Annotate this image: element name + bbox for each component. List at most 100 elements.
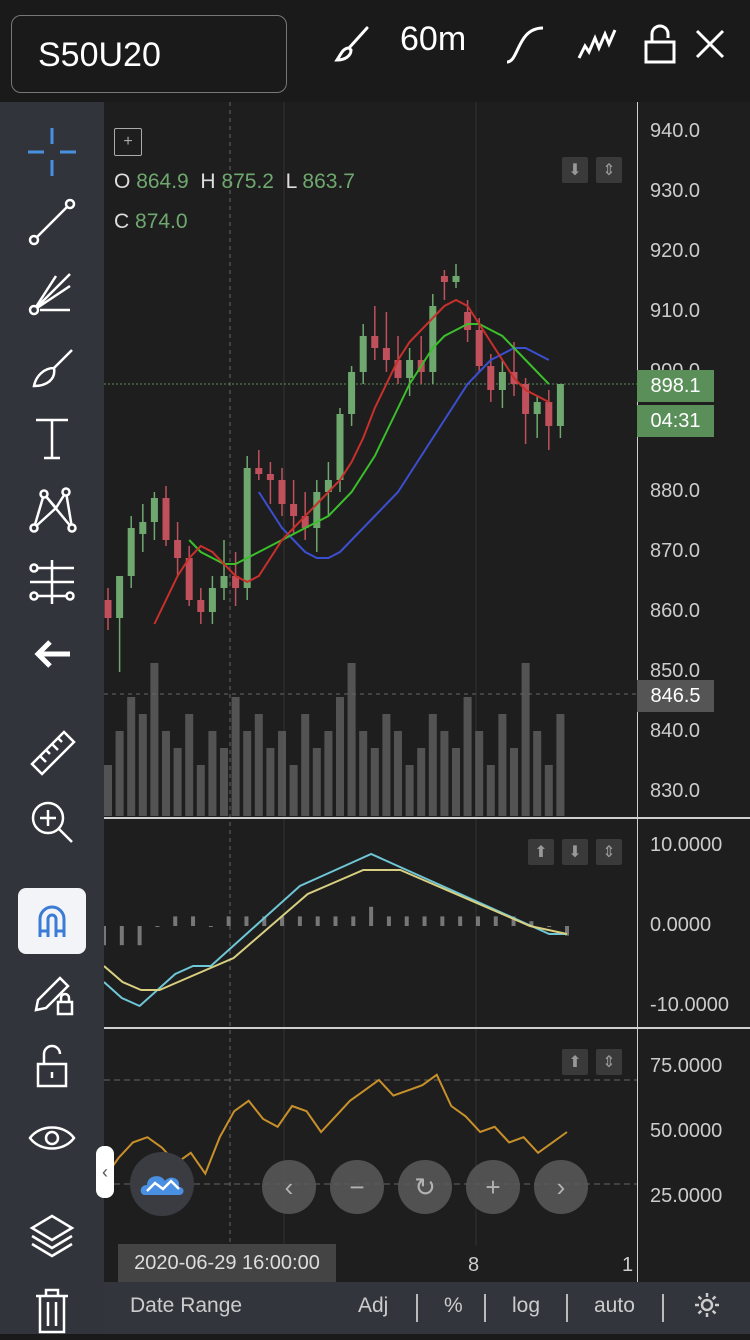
adj-button[interactable]: Adj bbox=[358, 1294, 389, 1317]
eye-icon[interactable] bbox=[18, 1108, 86, 1168]
low-value: 863.7 bbox=[302, 170, 355, 193]
candle-body bbox=[475, 330, 483, 366]
lock-icon[interactable] bbox=[640, 18, 680, 70]
volume-bar bbox=[382, 714, 391, 816]
macd-histogram-bar bbox=[493, 916, 498, 926]
pane-divider-macd[interactable] bbox=[104, 817, 750, 819]
candle-body bbox=[522, 384, 530, 414]
macd-histogram-bar bbox=[104, 926, 106, 946]
log-button[interactable]: log bbox=[512, 1294, 541, 1317]
macd-move-down-icon[interactable]: ⬇ bbox=[562, 839, 588, 865]
candle-body bbox=[104, 600, 112, 618]
candle-body bbox=[394, 360, 402, 378]
line-style-icon[interactable] bbox=[502, 18, 548, 70]
rsi-maximize-icon[interactable]: ⇕ bbox=[596, 1049, 622, 1075]
macd-histogram-bar bbox=[458, 916, 463, 926]
date-range-button[interactable]: Date Range bbox=[130, 1294, 243, 1317]
ohlc-row-2: C 874.0 bbox=[114, 210, 188, 234]
candle-body bbox=[487, 366, 495, 390]
pane-move-down-icon[interactable]: ⬇ bbox=[562, 157, 588, 183]
last-price-badge: 898.1 bbox=[637, 370, 714, 402]
prediction-icon[interactable] bbox=[18, 552, 86, 612]
macd-move-up-icon[interactable]: ⬆ bbox=[528, 839, 554, 865]
trash-icon[interactable] bbox=[18, 1280, 86, 1340]
candle-body bbox=[382, 348, 390, 360]
gann-fan-icon[interactable] bbox=[18, 262, 86, 322]
macd-maximize-icon[interactable]: ⇕ bbox=[596, 839, 622, 865]
zoom-in-icon[interactable] bbox=[18, 792, 86, 852]
separator bbox=[566, 1294, 568, 1322]
interval-selector[interactable]: 60m bbox=[400, 20, 467, 58]
pattern-icon[interactable] bbox=[18, 480, 86, 540]
symbol-selector[interactable]: S50U20 bbox=[11, 15, 287, 93]
macd-histogram-bar bbox=[244, 916, 249, 926]
volume-bar bbox=[173, 748, 182, 816]
crosshair-icon[interactable] bbox=[18, 122, 86, 182]
pane-divider-rsi[interactable] bbox=[104, 1027, 750, 1029]
candle-body bbox=[533, 402, 541, 414]
volume-bar bbox=[243, 731, 252, 816]
high-label: H bbox=[200, 170, 216, 193]
volume-bar bbox=[463, 697, 472, 816]
layers-icon[interactable] bbox=[18, 1206, 86, 1266]
scroll-left-icon[interactable]: ‹ bbox=[262, 1160, 316, 1214]
cloud-chart-logo-icon[interactable] bbox=[130, 1152, 194, 1216]
macd-histogram-bar bbox=[137, 926, 142, 946]
candle-body bbox=[452, 276, 460, 282]
volume-bar bbox=[417, 748, 426, 816]
macd-histogram-bar bbox=[297, 916, 302, 926]
macd-histogram-bar bbox=[529, 921, 534, 926]
candle-body bbox=[348, 372, 356, 414]
text-icon[interactable] bbox=[18, 408, 86, 468]
open-value: 864.9 bbox=[136, 170, 189, 193]
macd-histogram-bar bbox=[262, 916, 267, 926]
candle-body bbox=[301, 516, 309, 528]
price-axis-label: 940.0 bbox=[650, 120, 701, 142]
macd-histogram-bar bbox=[173, 916, 178, 926]
zoom-in-chart-icon[interactable]: + bbox=[466, 1160, 520, 1214]
brush-icon[interactable] bbox=[330, 18, 376, 70]
countdown-badge: 04:31 bbox=[637, 405, 714, 437]
low-label: L bbox=[285, 170, 297, 193]
gear-icon[interactable] bbox=[694, 1292, 720, 1324]
candle-body bbox=[498, 372, 506, 390]
volume-bar bbox=[556, 714, 565, 816]
indicators-icon[interactable] bbox=[574, 18, 620, 70]
scroll-right-icon[interactable]: › bbox=[534, 1160, 588, 1214]
volume-bar bbox=[475, 731, 484, 816]
open-label: O bbox=[114, 170, 131, 193]
candle-body bbox=[232, 576, 240, 588]
macd-histogram-bar bbox=[333, 916, 338, 926]
macd-axis-label: 10.0000 bbox=[650, 834, 723, 856]
collapse-toolbar-icon[interactable]: ‹ bbox=[96, 1146, 114, 1198]
close-icon[interactable] bbox=[690, 18, 730, 70]
candle-body bbox=[278, 480, 286, 504]
candle-body bbox=[116, 576, 124, 618]
trend-line-icon[interactable] bbox=[18, 192, 86, 252]
volume-bar bbox=[301, 714, 310, 816]
bottom-bar: Date Range Adj % log auto bbox=[104, 1282, 750, 1334]
brush-icon[interactable] bbox=[18, 336, 86, 396]
candle-body bbox=[545, 402, 553, 426]
candle-body bbox=[313, 492, 321, 528]
ruler-icon[interactable] bbox=[18, 722, 86, 782]
add-indicator-icon[interactable]: + bbox=[114, 128, 142, 156]
macd-axis-label: -10.0000 bbox=[650, 994, 729, 1016]
magnet-icon[interactable] bbox=[18, 888, 86, 954]
back-arrow-icon[interactable] bbox=[18, 624, 86, 684]
percent-button[interactable]: % bbox=[444, 1294, 463, 1317]
price-axis-label: 870.0 bbox=[650, 540, 701, 562]
auto-button[interactable]: auto bbox=[594, 1294, 635, 1317]
unlock-icon[interactable] bbox=[18, 1036, 86, 1096]
pane-maximize-icon[interactable]: ⇕ bbox=[596, 157, 622, 183]
candle-body bbox=[359, 336, 367, 372]
zoom-out-icon[interactable]: − bbox=[330, 1160, 384, 1214]
pencil-lock-icon[interactable] bbox=[18, 964, 86, 1024]
volume-bar bbox=[498, 714, 507, 816]
rsi-move-up-icon[interactable]: ⬆ bbox=[562, 1049, 588, 1075]
macd-histogram-bar bbox=[191, 916, 196, 926]
rsi-axis-label: 25.0000 bbox=[650, 1185, 723, 1207]
volume-bar bbox=[127, 697, 136, 816]
separator bbox=[484, 1294, 486, 1322]
reset-icon[interactable]: ↻ bbox=[398, 1160, 452, 1214]
